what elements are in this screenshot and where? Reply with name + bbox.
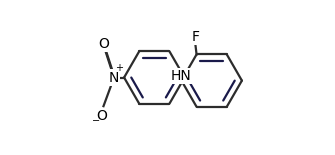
Text: N: N [109, 71, 119, 84]
Text: O: O [98, 37, 110, 51]
Text: F: F [192, 30, 200, 44]
Text: +: + [115, 63, 123, 73]
Text: −: − [92, 116, 100, 126]
Text: HN: HN [171, 69, 192, 83]
Text: O: O [96, 109, 107, 123]
